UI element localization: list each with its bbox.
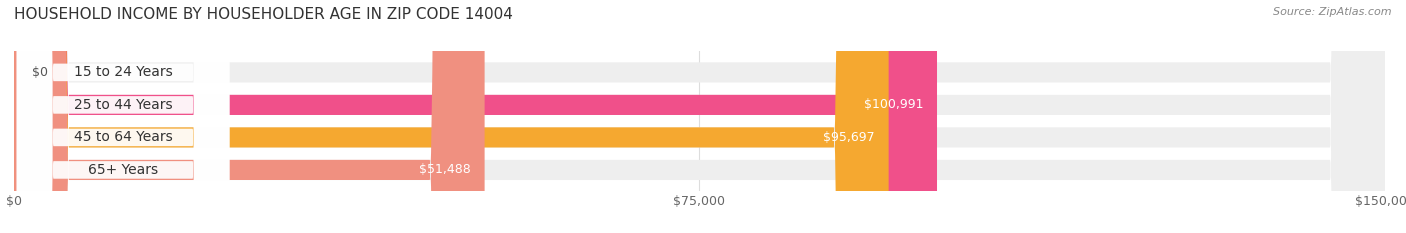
Text: $95,697: $95,697 — [824, 131, 875, 144]
FancyBboxPatch shape — [14, 0, 485, 233]
FancyBboxPatch shape — [14, 0, 1385, 233]
Text: 15 to 24 Years: 15 to 24 Years — [73, 65, 173, 79]
Text: 45 to 64 Years: 45 to 64 Years — [73, 130, 173, 144]
Text: $0: $0 — [32, 66, 48, 79]
FancyBboxPatch shape — [14, 0, 1385, 233]
FancyBboxPatch shape — [17, 0, 229, 233]
Text: $51,488: $51,488 — [419, 163, 471, 176]
FancyBboxPatch shape — [14, 0, 889, 233]
Text: Source: ZipAtlas.com: Source: ZipAtlas.com — [1274, 7, 1392, 17]
FancyBboxPatch shape — [14, 0, 1385, 233]
FancyBboxPatch shape — [17, 0, 229, 233]
FancyBboxPatch shape — [17, 0, 229, 233]
Text: HOUSEHOLD INCOME BY HOUSEHOLDER AGE IN ZIP CODE 14004: HOUSEHOLD INCOME BY HOUSEHOLDER AGE IN Z… — [14, 7, 513, 22]
FancyBboxPatch shape — [17, 0, 229, 233]
Text: 65+ Years: 65+ Years — [89, 163, 157, 177]
Text: $100,991: $100,991 — [863, 98, 924, 111]
FancyBboxPatch shape — [14, 0, 936, 233]
FancyBboxPatch shape — [14, 0, 1385, 233]
Text: 25 to 44 Years: 25 to 44 Years — [73, 98, 173, 112]
